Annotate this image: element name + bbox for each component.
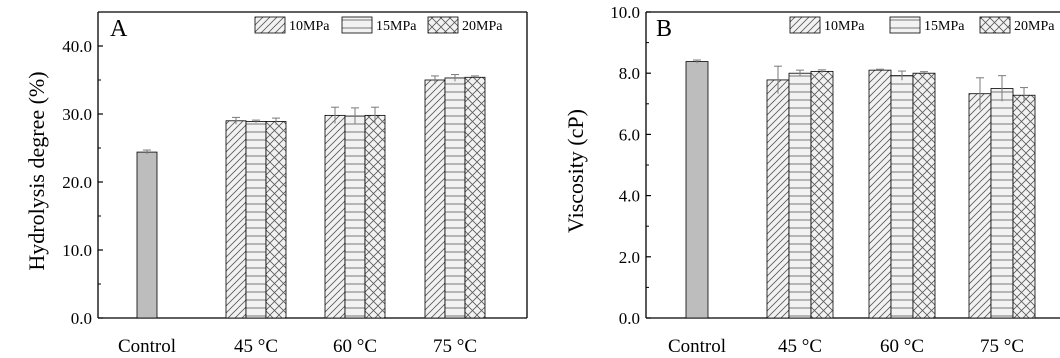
x-tick-label: 75 °C [433, 336, 477, 357]
bar-10MPa-3 [968, 93, 992, 319]
x-tick-label: Control [118, 336, 176, 357]
x-tick-label: Control [668, 336, 726, 357]
panel-a: 0.0 10.0 20.0 30.0 40.0 Hydrolysis degree (%)… [24, 11, 528, 357]
panel-label: A [110, 16, 128, 42]
bar-20MPa-3 [464, 76, 486, 319]
y-tick-label: 20.0 [62, 173, 92, 192]
bar-control [136, 151, 158, 319]
legend-label: 15MPa [924, 19, 965, 34]
legend-swatch-20MPa [427, 16, 459, 34]
bar-15MPa-1 [788, 72, 812, 319]
y-tick-label: 30.0 [62, 105, 92, 124]
bar-10MPa-1 [225, 120, 247, 319]
y-tick-label: 40.0 [62, 37, 92, 56]
x-tick-label: 45 °C [234, 336, 278, 357]
bar-10MPa-3 [424, 79, 446, 319]
y-tick-label: 0.0 [619, 309, 640, 328]
bar-20MPa-2 [912, 72, 936, 319]
legend-swatch-15MPa [341, 16, 373, 34]
y-tick-label: 4.0 [619, 187, 640, 206]
bar-15MPa-1 [245, 121, 267, 319]
y-tick-label: 8.0 [619, 64, 640, 83]
y-axis-title: Hydrolysis degree (%) [24, 71, 49, 270]
panel-label: B [656, 16, 672, 42]
legend-swatch-20MPa [979, 16, 1011, 34]
legend-swatch-10MPa [789, 16, 821, 34]
y-tick-label: 10.0 [62, 241, 92, 260]
panel-b: 0.0 2.0 4.0 6.0 8.0 10.0 Viscosity (cP) B Contro… [563, 3, 1060, 357]
bar-15MPa-3 [990, 88, 1014, 319]
legend-label: 20MPa [1014, 19, 1055, 34]
bar-15MPa-3 [444, 77, 466, 319]
bar-10MPa-2 [868, 69, 892, 319]
y-axis-title: Viscosity (cP) [563, 109, 588, 233]
bar-20MPa-2 [364, 114, 386, 319]
y-tick-label: 6.0 [619, 125, 640, 144]
bar-20MPa-1 [265, 121, 287, 319]
legend-swatch-10MPa [254, 16, 286, 34]
legend-label: 15MPa [376, 19, 417, 34]
bar-control [685, 61, 709, 319]
bar-15MPa-2 [890, 75, 914, 319]
legend-label: 10MPa [289, 19, 330, 34]
bar-10MPa-2 [324, 114, 346, 319]
y-tick-label: 2.0 [619, 248, 640, 267]
y-tick-label: 0.0 [71, 309, 92, 328]
legend-label: 20MPa [462, 19, 503, 34]
x-tick-label: 60 °C [880, 336, 924, 357]
x-tick-label: 75 °C [980, 336, 1024, 357]
legend-label: 10MPa [824, 19, 865, 34]
y-tick-label: 10.0 [610, 3, 640, 22]
bar-20MPa-3 [1012, 94, 1036, 319]
bar-15MPa-2 [344, 115, 366, 319]
x-tick-label: 45 °C [778, 336, 822, 357]
bar-20MPa-1 [810, 70, 834, 319]
legend-swatch-15MPa [889, 16, 921, 34]
x-tick-label: 60 °C [333, 336, 377, 357]
bar-10MPa-1 [766, 79, 790, 319]
